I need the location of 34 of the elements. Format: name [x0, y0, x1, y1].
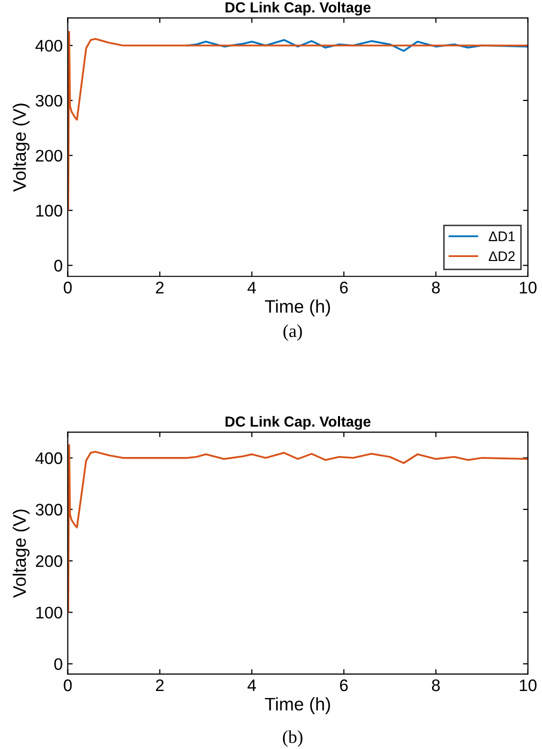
line-series [68, 30, 528, 212]
line-series [68, 444, 528, 614]
y-tick-label: 400 [35, 452, 62, 464]
y-axis-title: Voltage (V) [12, 104, 30, 192]
chart-title: DC Link Cap. Voltage [226, 416, 371, 430]
x-tick-label: 6 [340, 282, 348, 294]
x-tick-label: 0 [64, 679, 72, 692]
x-tick-label: 0 [64, 282, 72, 294]
chart-title: DC Link Cap. Voltage [226, 2, 371, 16]
y-tick-label: 100 [36, 606, 62, 619]
x-tick-label: 10 [520, 679, 537, 692]
y-axis-title: Voltage (V) [12, 510, 30, 598]
x-tick-label: 8 [432, 679, 440, 692]
x-tick-label: 4 [248, 282, 256, 294]
legend-label: ΔD1 [488, 232, 515, 242]
x-tick-label: 10 [520, 282, 537, 294]
y-tick-label: 0 [54, 260, 62, 272]
y-tick-label: 300 [36, 504, 62, 516]
x-axis-title: Time (h) [264, 300, 330, 316]
text: (b) [282, 730, 302, 747]
y-tick-label: 200 [36, 150, 62, 162]
y-tick-label: 0 [54, 658, 62, 670]
y-tick-label: 200 [36, 555, 62, 568]
x-tick-label: 4 [248, 680, 256, 692]
text: (a) [283, 324, 302, 341]
y-tick-label: 100 [36, 204, 62, 217]
y-tick-label: 300 [36, 94, 62, 107]
x-tick-label: 2 [156, 282, 164, 294]
legend-label: ΔD2 [488, 251, 515, 261]
x-tick-label: 2 [156, 679, 164, 692]
x-tick-label: 8 [432, 282, 440, 294]
x-tick-label: 6 [340, 679, 348, 692]
y-tick-label: 400 [35, 40, 62, 52]
x-axis-title: Time (h) [264, 697, 330, 714]
